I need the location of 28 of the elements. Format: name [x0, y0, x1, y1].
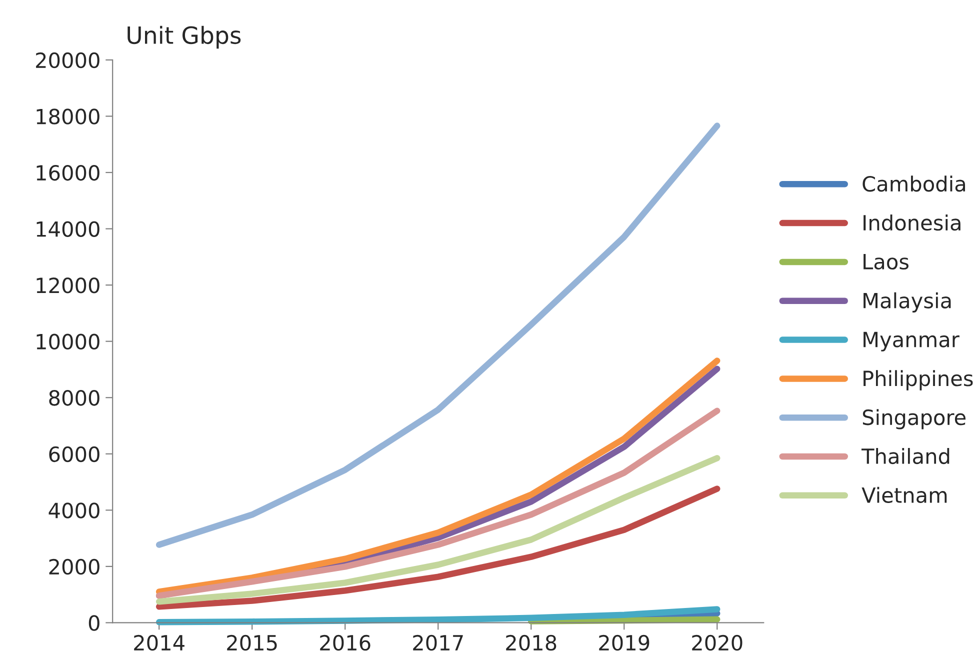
- legend-label: Malaysia: [864, 292, 951, 312]
- legend-label: Vietnam: [862, 486, 947, 504]
- y-axis-title: Unit Gbps: [128, 26, 241, 49]
- legend-label: Singapore: [862, 409, 966, 430]
- y-tick-label: 4000: [48, 502, 100, 518]
- y-tick-label: 20000: [36, 52, 100, 68]
- x-tick-label: 2019: [599, 634, 650, 651]
- legend-label: Myanmar: [864, 332, 960, 352]
- y-tick-label: 18000: [36, 108, 100, 124]
- x-tick-label: 2014: [134, 634, 184, 651]
- legend-label: Laos: [864, 254, 908, 270]
- legend-label: Cambodia: [862, 176, 966, 192]
- x-tick-label: 2016: [320, 634, 370, 651]
- y-tick-label: 14000: [36, 221, 100, 237]
- y-tick-label: 10000: [36, 334, 100, 350]
- y-tick-label: 0: [88, 615, 100, 631]
- x-tick-label: 2020: [692, 634, 742, 651]
- legend-label: Thailand: [861, 448, 950, 464]
- x-tick-label: 2017: [413, 634, 463, 651]
- legend-label: Indonesia: [864, 214, 960, 231]
- x-tick-label: 2015: [227, 634, 277, 651]
- y-tick-label: 16000: [36, 164, 100, 181]
- y-tick-label: 12000: [36, 278, 100, 294]
- x-tick-label: 2018: [506, 634, 556, 651]
- y-tick-label: 2000: [49, 558, 100, 575]
- y-tick-label: 8000: [49, 390, 100, 406]
- y-tick-label: 6000: [49, 446, 100, 462]
- legend-label: Philippines: [864, 370, 973, 390]
